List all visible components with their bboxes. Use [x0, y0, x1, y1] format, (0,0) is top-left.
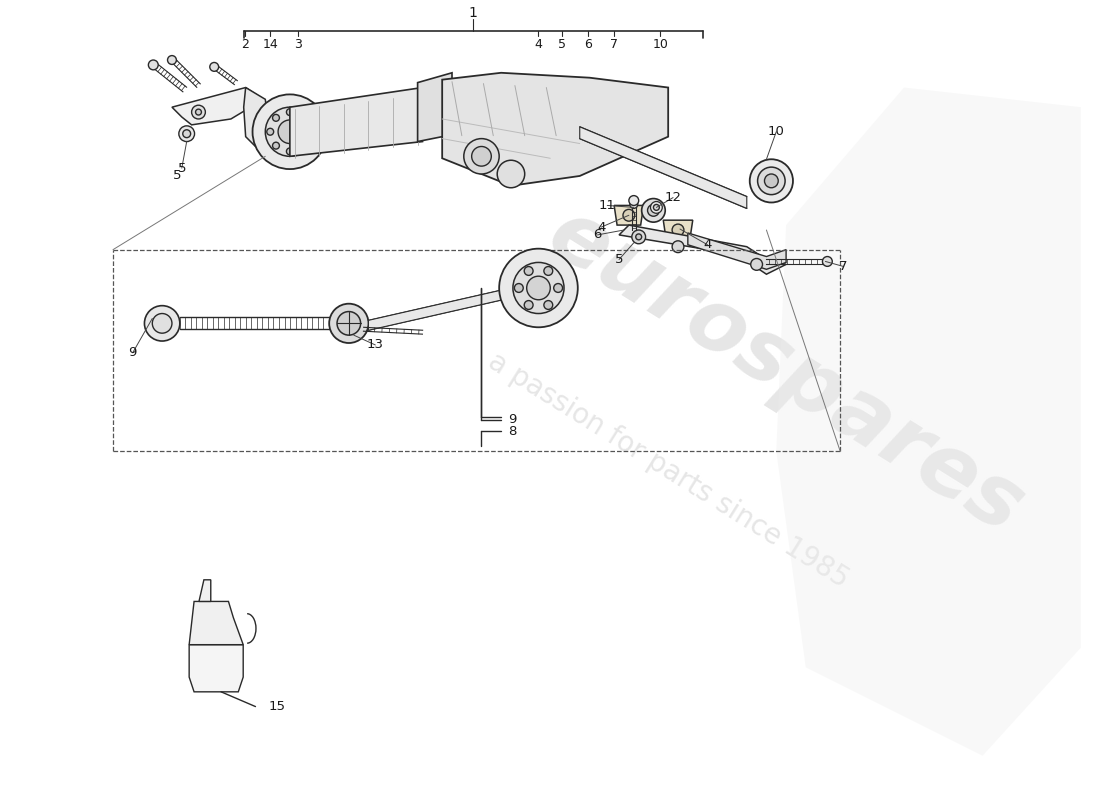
Text: 5: 5: [558, 38, 566, 50]
Text: 5: 5: [615, 253, 624, 266]
Text: 8: 8: [508, 425, 516, 438]
Text: 15: 15: [268, 700, 285, 713]
Circle shape: [472, 146, 492, 166]
Circle shape: [144, 306, 179, 341]
Text: 6: 6: [584, 38, 592, 50]
Circle shape: [273, 142, 279, 149]
Text: 9: 9: [508, 413, 516, 426]
Circle shape: [300, 142, 307, 149]
Text: 7: 7: [610, 38, 618, 50]
Circle shape: [497, 160, 525, 188]
Text: 6: 6: [593, 229, 602, 242]
Circle shape: [630, 201, 638, 208]
Text: eurospares: eurospares: [534, 193, 1040, 552]
Polygon shape: [189, 602, 243, 645]
Text: 5: 5: [173, 170, 182, 182]
Polygon shape: [189, 645, 243, 692]
Circle shape: [672, 241, 684, 253]
Circle shape: [764, 174, 778, 188]
Circle shape: [278, 120, 301, 143]
Polygon shape: [688, 233, 786, 270]
Text: 10: 10: [652, 38, 669, 50]
Circle shape: [525, 266, 533, 275]
Text: 4: 4: [703, 238, 712, 251]
Circle shape: [758, 167, 785, 194]
Text: 13: 13: [367, 338, 384, 351]
Circle shape: [653, 205, 659, 210]
Circle shape: [167, 55, 176, 65]
Circle shape: [300, 114, 307, 122]
Circle shape: [183, 130, 190, 138]
Text: 7: 7: [839, 260, 847, 273]
Circle shape: [273, 114, 279, 122]
Circle shape: [286, 148, 294, 155]
Circle shape: [286, 109, 294, 115]
Polygon shape: [442, 73, 668, 186]
Text: 12: 12: [664, 191, 682, 204]
Text: 11: 11: [598, 199, 616, 212]
Polygon shape: [290, 87, 422, 156]
Polygon shape: [619, 225, 786, 274]
Circle shape: [629, 196, 639, 206]
Polygon shape: [614, 206, 644, 225]
Text: 10: 10: [768, 126, 784, 138]
Circle shape: [648, 205, 659, 216]
Circle shape: [337, 311, 361, 335]
Circle shape: [196, 109, 201, 115]
Text: 1: 1: [469, 6, 477, 20]
Polygon shape: [663, 220, 693, 240]
Text: 5: 5: [177, 162, 186, 174]
Circle shape: [329, 304, 368, 343]
Circle shape: [750, 159, 793, 202]
Text: 14: 14: [262, 38, 278, 50]
Polygon shape: [199, 580, 211, 602]
Circle shape: [553, 283, 562, 292]
Circle shape: [464, 138, 499, 174]
Circle shape: [253, 94, 327, 169]
Circle shape: [823, 257, 833, 266]
Circle shape: [267, 128, 274, 135]
Polygon shape: [244, 87, 271, 146]
Circle shape: [306, 128, 313, 135]
Circle shape: [210, 62, 219, 71]
Circle shape: [179, 126, 195, 142]
Circle shape: [527, 276, 550, 300]
Circle shape: [525, 301, 533, 310]
Circle shape: [191, 106, 206, 119]
Circle shape: [148, 60, 158, 70]
Text: 2: 2: [241, 38, 249, 50]
Text: 3: 3: [294, 38, 301, 50]
Circle shape: [631, 230, 646, 244]
Polygon shape: [172, 87, 261, 125]
Circle shape: [515, 283, 524, 292]
Circle shape: [265, 107, 315, 156]
Polygon shape: [777, 87, 1081, 756]
Text: 4: 4: [597, 221, 605, 234]
Circle shape: [499, 249, 578, 327]
Circle shape: [513, 262, 564, 314]
Circle shape: [672, 224, 684, 236]
Circle shape: [750, 258, 762, 270]
Text: a passion for parts since 1985: a passion for parts since 1985: [483, 348, 854, 594]
Circle shape: [623, 210, 635, 221]
Circle shape: [152, 314, 172, 333]
Circle shape: [543, 301, 552, 310]
Polygon shape: [368, 288, 512, 330]
Circle shape: [650, 202, 662, 214]
Polygon shape: [418, 73, 452, 142]
Polygon shape: [580, 127, 747, 208]
Text: 4: 4: [535, 38, 542, 50]
Circle shape: [641, 198, 666, 222]
Circle shape: [543, 266, 552, 275]
Circle shape: [636, 234, 641, 240]
Text: 9: 9: [129, 346, 136, 359]
